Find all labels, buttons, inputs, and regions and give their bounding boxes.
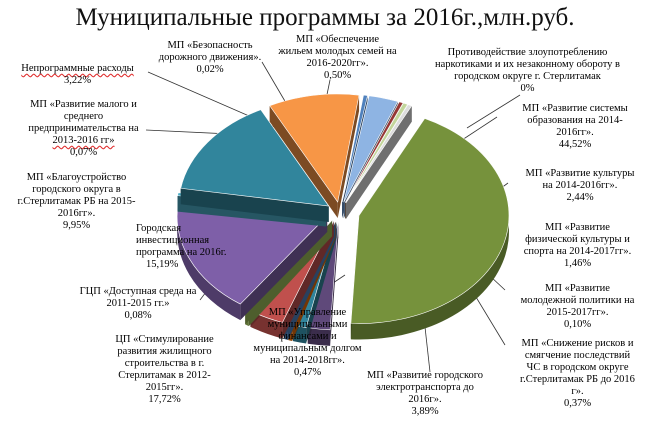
pie-slice-top [350,118,510,324]
label-drugs: Противодействие злоупотреблению наркотик… [435,47,620,94]
pie-slice-16 [345,104,413,219]
pie-slice-top [343,95,399,203]
label-sport: МП «Развитие физической культуры и спорт… [523,222,632,269]
pie-slice-top [269,93,360,203]
label-culture: МП «Развитие культуры на 2014-2016гг». 2… [525,168,635,203]
label-business: МП «Развитие малого и среднего предприни… [28,99,139,158]
pie-slice-side [177,201,241,321]
pie-slice-10 [180,109,330,223]
pie-slice-wall [269,105,338,219]
chart-title: Муниципальные программы за 2016г.,млн.ру… [75,4,575,31]
label-invest: Городская инвестиционная программа на 20… [136,223,227,270]
pie-slices [176,93,510,346]
pie-slice-wall [337,95,360,219]
label-transport: МП «Развитие городского электротранспорт… [366,370,484,417]
pie-slice-1 [350,118,510,340]
label-finance: МП «Управление муниципальными финансами … [253,307,362,378]
pie-slice-top [344,101,404,203]
label-nonprogram: Непрограммные расходы 3,22% [21,63,134,86]
pie-slice-wall [180,188,329,223]
label-road: МП «Безопасность дорожного движения». 0,… [158,40,262,75]
label-improvement: МП «Благоустройство городского округа в … [17,172,136,231]
pie-slice-top [180,109,330,207]
label-young-families: МП «Обеспечение жильем молодых семей на … [278,34,397,81]
label-youth: МП «Развитие молодежной политики на 2015… [520,283,635,330]
pie-slice-side [307,327,331,346]
label-housing: ЦП «Стимулирование развития жилищного ст… [115,334,214,405]
pie-slice-wall [345,105,412,219]
pie-slice-11 [269,93,360,219]
pie-slice-top [341,94,368,203]
leader-line-1 [461,116,498,141]
label-emergency: МП «Снижение рисков и смягчение последст… [520,338,635,409]
pie-slice-top [176,200,328,305]
leader-line-13 [466,94,521,129]
label-access: ГЦП «Доступная среда на 2011-2015 гг.» 0… [79,286,197,321]
label-education: МП «Развитие системы образования на 2014… [522,103,628,150]
pie-slice-top [345,102,409,203]
pie-slice-top [345,104,413,204]
pie-slice-wall [240,215,328,321]
